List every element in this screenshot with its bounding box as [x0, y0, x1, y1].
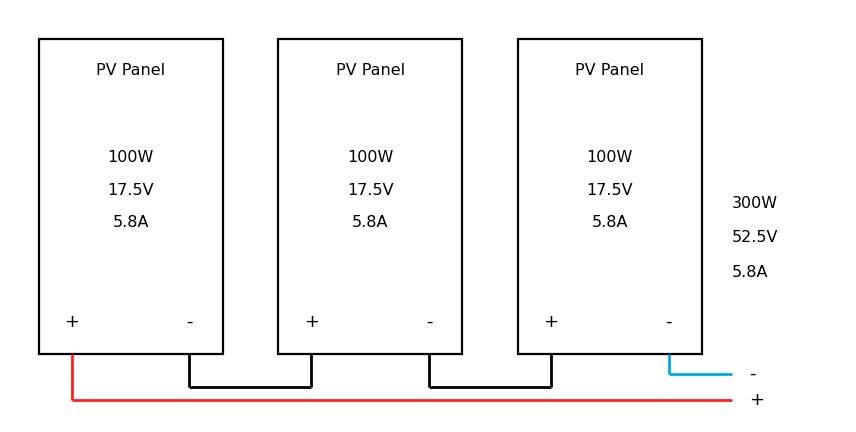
Text: 5.8A: 5.8A: [352, 215, 389, 230]
Text: 5.8A: 5.8A: [732, 265, 769, 280]
Text: PV Panel: PV Panel: [575, 63, 645, 78]
Text: 17.5V: 17.5V: [347, 183, 394, 198]
Text: 100W: 100W: [107, 150, 154, 165]
Text: -: -: [749, 365, 756, 383]
Bar: [278, 39, 462, 354]
Text: -: -: [426, 313, 432, 331]
Text: +: +: [64, 313, 79, 331]
Text: 5.8A: 5.8A: [591, 215, 628, 230]
Text: 5.8A: 5.8A: [112, 215, 149, 230]
Text: 100W: 100W: [586, 150, 633, 165]
Bar: [518, 39, 702, 354]
Text: 17.5V: 17.5V: [586, 183, 633, 198]
Text: PV Panel: PV Panel: [336, 63, 405, 78]
Text: -: -: [187, 313, 193, 331]
Text: 17.5V: 17.5V: [107, 183, 154, 198]
Text: PV Panel: PV Panel: [96, 63, 165, 78]
Text: 52.5V: 52.5V: [732, 230, 778, 245]
Bar: [39, 39, 223, 354]
Text: +: +: [304, 313, 318, 331]
Text: +: +: [749, 391, 764, 409]
Text: 100W: 100W: [347, 150, 394, 165]
Text: 300W: 300W: [732, 196, 778, 210]
Text: +: +: [544, 313, 558, 331]
Text: -: -: [666, 313, 672, 331]
